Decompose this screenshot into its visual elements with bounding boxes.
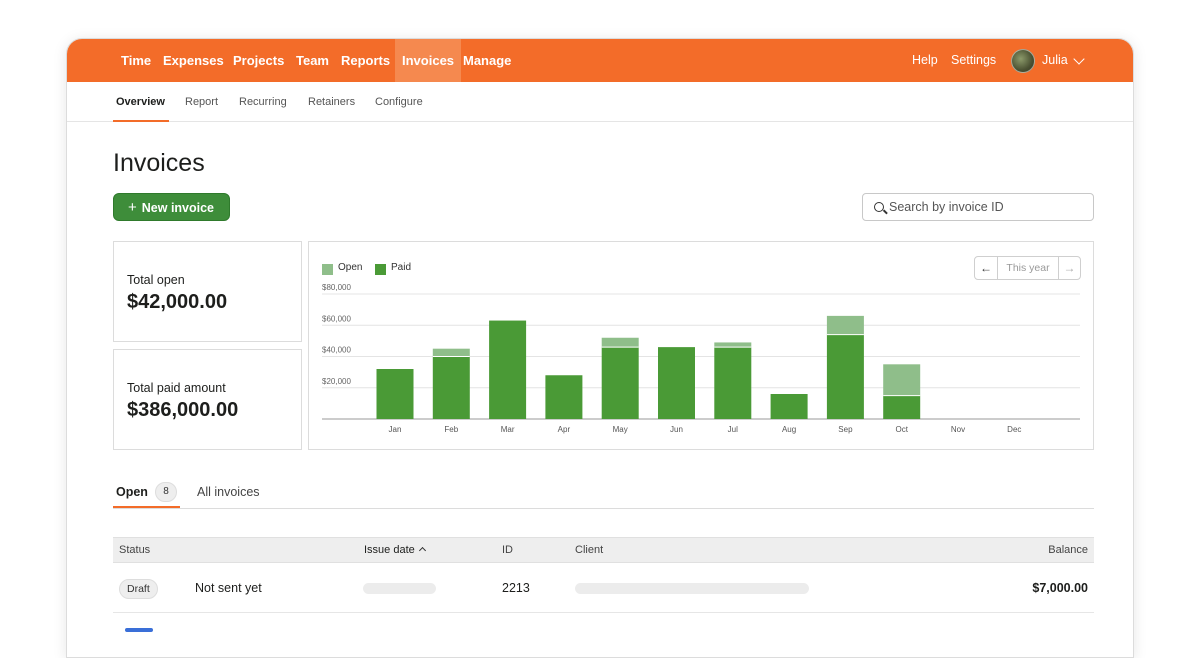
open-count-badge: 8: [155, 482, 177, 502]
x-tick-label: Jan: [389, 425, 402, 434]
bar-paid: [883, 395, 921, 419]
bar-paid: [658, 347, 695, 419]
y-tick-label: $80,000: [322, 283, 351, 292]
bar-paid: [376, 369, 414, 419]
column-status[interactable]: Status: [119, 544, 151, 556]
search-icon: [874, 202, 884, 212]
y-tick-label: $60,000: [322, 314, 351, 323]
new-invoice-button[interactable]: + New invoice: [113, 193, 230, 221]
status-badge: Draft: [119, 579, 158, 599]
tab-open[interactable]: Open: [116, 485, 148, 499]
nav-item-manage[interactable]: Manage: [463, 53, 512, 68]
row-note: Not sent yet: [195, 581, 262, 595]
column-balance[interactable]: Balance: [1048, 544, 1088, 556]
help-link[interactable]: Help: [912, 53, 938, 67]
invoice-tabs: Open 8 All invoices: [113, 479, 1094, 509]
y-tick-label: $40,000: [322, 346, 351, 355]
bar-paid: [489, 320, 527, 419]
subnav-item-retainers[interactable]: Retainers: [308, 96, 356, 108]
legend-label-open: Open: [338, 262, 363, 273]
column-id[interactable]: ID: [502, 544, 513, 556]
subnav-item-configure[interactable]: Configure: [375, 96, 423, 108]
bar-paid: [826, 334, 864, 419]
x-tick-label: Mar: [501, 425, 515, 434]
chevron-down-icon[interactable]: [1073, 53, 1085, 65]
bar-paid: [601, 347, 639, 419]
nav-item-invoices[interactable]: Invoices: [395, 39, 462, 82]
sub-nav: Overview Report Recurring Retainers Conf…: [67, 82, 1133, 122]
x-tick-label: May: [613, 425, 628, 434]
y-tick-label: $20,000: [322, 377, 351, 386]
settings-link[interactable]: Settings: [951, 53, 997, 67]
nav-item-team[interactable]: Team: [296, 53, 329, 68]
client-placeholder: [575, 583, 809, 594]
app-window: Time Expenses Projects Team Reports Invo…: [66, 38, 1134, 658]
total-paid-card: Total paid amount $386,000.00: [113, 349, 302, 450]
x-tick-label: Jul: [728, 425, 738, 434]
chart-plot: $20,000 $40,000 $60,000 $80,000 Jan Feb Mar Apr…: [322, 283, 1080, 434]
bar-paid: [714, 347, 752, 419]
bar-paid: [545, 375, 583, 419]
x-tick-label: Feb: [444, 425, 458, 434]
sort-ascending-icon: [418, 546, 426, 555]
page-title: Invoices: [113, 149, 205, 177]
x-tick-label: Apr: [558, 425, 571, 434]
x-tick-label: Oct: [895, 425, 908, 434]
column-issue-date-label: Issue date: [364, 544, 415, 556]
subnav-item-report[interactable]: Report: [185, 96, 219, 108]
user-menu-name[interactable]: Julia: [1042, 53, 1068, 67]
date-range-control: ← This year →: [974, 256, 1081, 280]
table-header: Status Issue date ID Client Balance: [113, 537, 1094, 563]
next-row-badge: [125, 628, 153, 632]
legend-swatch-open: [322, 264, 333, 275]
x-tick-label: Nov: [951, 425, 965, 434]
total-open-label: Total open: [127, 273, 185, 287]
avatar[interactable]: [1011, 49, 1035, 73]
bar-open: [714, 342, 752, 348]
total-open-card: Total open $42,000.00: [113, 241, 302, 342]
nav-item-expenses[interactable]: Expenses: [163, 53, 224, 68]
subnav-item-recurring[interactable]: Recurring: [239, 96, 287, 108]
subnav-item-overview[interactable]: Overview: [116, 96, 165, 108]
legend-swatch-paid: [375, 264, 386, 275]
nav-item-reports[interactable]: Reports: [341, 53, 391, 68]
x-tick-label: Dec: [1007, 425, 1021, 434]
nav-item-time[interactable]: Time: [121, 53, 152, 68]
top-nav: Time Expenses Projects Team Reports Invo…: [67, 39, 1133, 82]
new-invoice-label: New invoice: [141, 201, 215, 215]
bar-paid: [432, 356, 470, 419]
plus-icon: +: [128, 199, 137, 216]
subnav-active-indicator: [113, 120, 169, 122]
issue-date-placeholder: [363, 583, 436, 594]
total-paid-value: $386,000.00: [127, 399, 239, 421]
legend-label-paid: Paid: [391, 262, 412, 273]
bar-open: [601, 337, 639, 348]
arrow-right-icon[interactable]: →: [1058, 257, 1080, 279]
search-box[interactable]: [862, 193, 1094, 221]
search-input[interactable]: [889, 194, 1089, 220]
bar-open: [826, 315, 864, 335]
total-paid-label: Total paid amount: [127, 381, 226, 395]
bar-open: [883, 364, 921, 396]
row-id: 2213: [502, 581, 530, 595]
column-client[interactable]: Client: [575, 544, 604, 556]
bar-open: [432, 348, 470, 357]
tab-open-label: Open: [116, 485, 148, 499]
table-row[interactable]: Draft Not sent yet 2213 $7,000.00: [113, 564, 1094, 613]
total-open-value: $42,000.00: [127, 291, 228, 313]
x-tick-label: Sep: [838, 425, 853, 434]
x-tick-label: Aug: [782, 425, 796, 434]
x-tick-label: Jun: [670, 425, 683, 434]
arrow-left-icon[interactable]: ←: [975, 257, 998, 279]
nav-item-projects[interactable]: Projects: [233, 53, 285, 68]
tab-active-indicator: [113, 506, 180, 508]
row-balance: $7,000.00: [1032, 581, 1088, 595]
invoice-chart: Open Paid ← This year → $20,000 $40,000 $6…: [308, 241, 1094, 450]
bar-paid: [770, 394, 808, 419]
tab-all-invoices[interactable]: All invoices: [197, 485, 260, 499]
date-range-label[interactable]: This year: [1006, 262, 1050, 274]
column-issue-date[interactable]: Issue date: [364, 544, 426, 556]
